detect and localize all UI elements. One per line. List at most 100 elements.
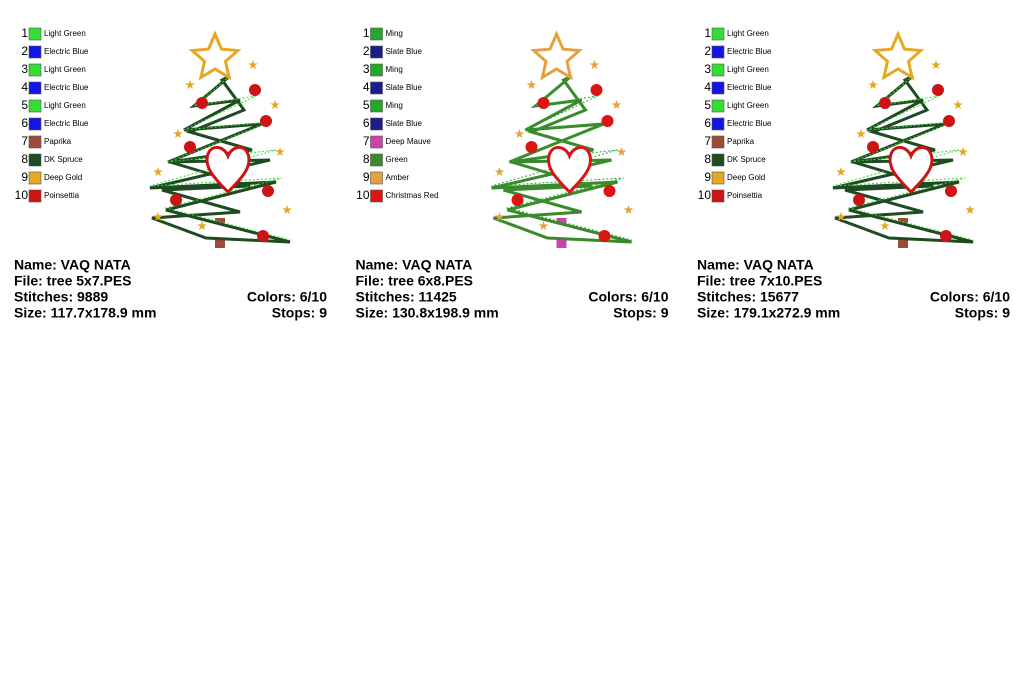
color-swatch <box>711 63 725 77</box>
color-number: 6 <box>21 116 28 130</box>
tree-sparkle <box>153 167 163 176</box>
tree-sparkle <box>197 221 207 230</box>
tree-sparkle <box>623 205 634 214</box>
tree-star <box>188 30 242 81</box>
info-size: Size: 130.8x198.9 mm <box>356 305 499 321</box>
color-name: Poinsettia <box>727 191 763 200</box>
color-number: 9 <box>363 170 370 184</box>
tree-ornament <box>170 194 182 206</box>
info-file: File: tree 5x7.PES <box>14 273 132 289</box>
color-name: Ming <box>386 29 403 38</box>
color-number: 9 <box>704 170 711 184</box>
color-number: 2 <box>704 44 711 58</box>
tree-stitch <box>832 75 974 241</box>
color-name: Electric Blue <box>44 47 89 56</box>
color-swatch <box>28 63 42 77</box>
tree-sparkle <box>611 100 622 109</box>
tree-sparkle <box>856 129 866 138</box>
tree-sparkle <box>880 221 890 230</box>
color-number: 8 <box>21 152 28 166</box>
tree-ornament <box>590 84 603 96</box>
color-swatch <box>370 117 383 131</box>
tree-stitch <box>491 75 632 241</box>
color-name: DK Spruce <box>727 155 766 164</box>
color-name: Ming <box>386 101 403 110</box>
color-name: Paprika <box>727 137 755 146</box>
color-number: 4 <box>363 80 370 94</box>
tree-ornament <box>945 185 957 197</box>
color-name: Electric Blue <box>727 119 772 128</box>
color-name: Deep Gold <box>727 173 765 182</box>
tree-ornament <box>184 141 196 153</box>
color-number: 10 <box>698 188 712 202</box>
color-name: Light Green <box>727 65 769 74</box>
color-swatch <box>28 27 42 41</box>
tree-ornament <box>537 97 550 109</box>
design-panel: 1 Light Green 2 Electric Blue 3 Light Green 4 E… <box>697 26 1010 321</box>
color-name: Electric Blue <box>727 47 772 56</box>
color-swatch <box>370 135 383 149</box>
tree-ornament <box>867 141 879 153</box>
color-number: 3 <box>363 62 370 76</box>
color-number: 2 <box>21 44 28 58</box>
color-name: Electric Blue <box>44 83 89 92</box>
info-stops: Stops: 9 <box>955 305 1010 321</box>
color-number: 1 <box>363 26 370 40</box>
tree-illustration <box>149 30 292 248</box>
tree-ornament <box>260 115 272 127</box>
info-name: Name: VAQ NATA <box>697 257 814 273</box>
color-name: Christmas Red <box>386 191 439 200</box>
color-swatch <box>711 81 725 95</box>
tree-sparkle <box>282 205 292 214</box>
color-swatch <box>28 117 42 131</box>
color-number: 3 <box>704 62 711 76</box>
color-swatch <box>711 135 725 149</box>
info-colors-used: Colors: 6/10 <box>930 289 1010 305</box>
color-swatch <box>711 171 725 185</box>
tree-ornament <box>853 194 865 206</box>
color-number: 1 <box>704 26 711 40</box>
tree-sparkle <box>836 212 846 221</box>
color-name: Paprika <box>44 137 72 146</box>
color-name: Ming <box>386 65 403 74</box>
color-name: Electric Blue <box>727 83 772 92</box>
info-stops: Stops: 9 <box>272 305 327 321</box>
tree-ornament <box>932 84 944 96</box>
color-swatch <box>370 63 383 77</box>
tree-sparkle <box>173 129 183 138</box>
tree-ornament <box>940 230 952 242</box>
color-name: Light Green <box>44 101 86 110</box>
color-swatch <box>370 81 383 95</box>
tree-illustration <box>491 30 634 248</box>
info-colors-used: Colors: 6/10 <box>588 289 668 305</box>
color-number: 4 <box>704 80 711 94</box>
design-panel: 1 Ming 2 Slate Blue 3 Ming 4 Slate Blue 5 Ming 6 Sl… <box>356 26 669 321</box>
color-number: 6 <box>704 116 711 130</box>
color-name: Poinsettia <box>44 191 80 200</box>
color-swatch <box>370 153 383 167</box>
color-swatch <box>711 153 725 167</box>
tree-star <box>871 30 925 81</box>
info-stitches: Stitches: 9889 <box>14 289 108 305</box>
color-swatch <box>370 99 383 113</box>
color-number: 8 <box>704 152 711 166</box>
color-name: DK Spruce <box>44 155 83 164</box>
color-swatch <box>711 45 725 59</box>
color-name: Light Green <box>727 29 769 38</box>
tree-sparkle <box>931 60 941 69</box>
color-swatch <box>28 189 42 203</box>
color-number: 5 <box>21 98 28 112</box>
tree-sparkle <box>153 212 163 221</box>
info-name: Name: VAQ NATA <box>14 257 131 273</box>
color-number: 5 <box>363 98 370 112</box>
color-number: 2 <box>363 44 370 58</box>
color-swatch <box>711 117 725 131</box>
info-stitches: Stitches: 11425 <box>356 289 457 305</box>
tree-sparkle <box>494 212 505 221</box>
color-number: 5 <box>704 98 711 112</box>
color-name: Electric Blue <box>44 119 89 128</box>
color-number: 1 <box>21 26 28 40</box>
tree-sparkle <box>836 167 846 176</box>
tree-sparkle <box>526 80 537 89</box>
info-stops: Stops: 9 <box>613 305 668 321</box>
